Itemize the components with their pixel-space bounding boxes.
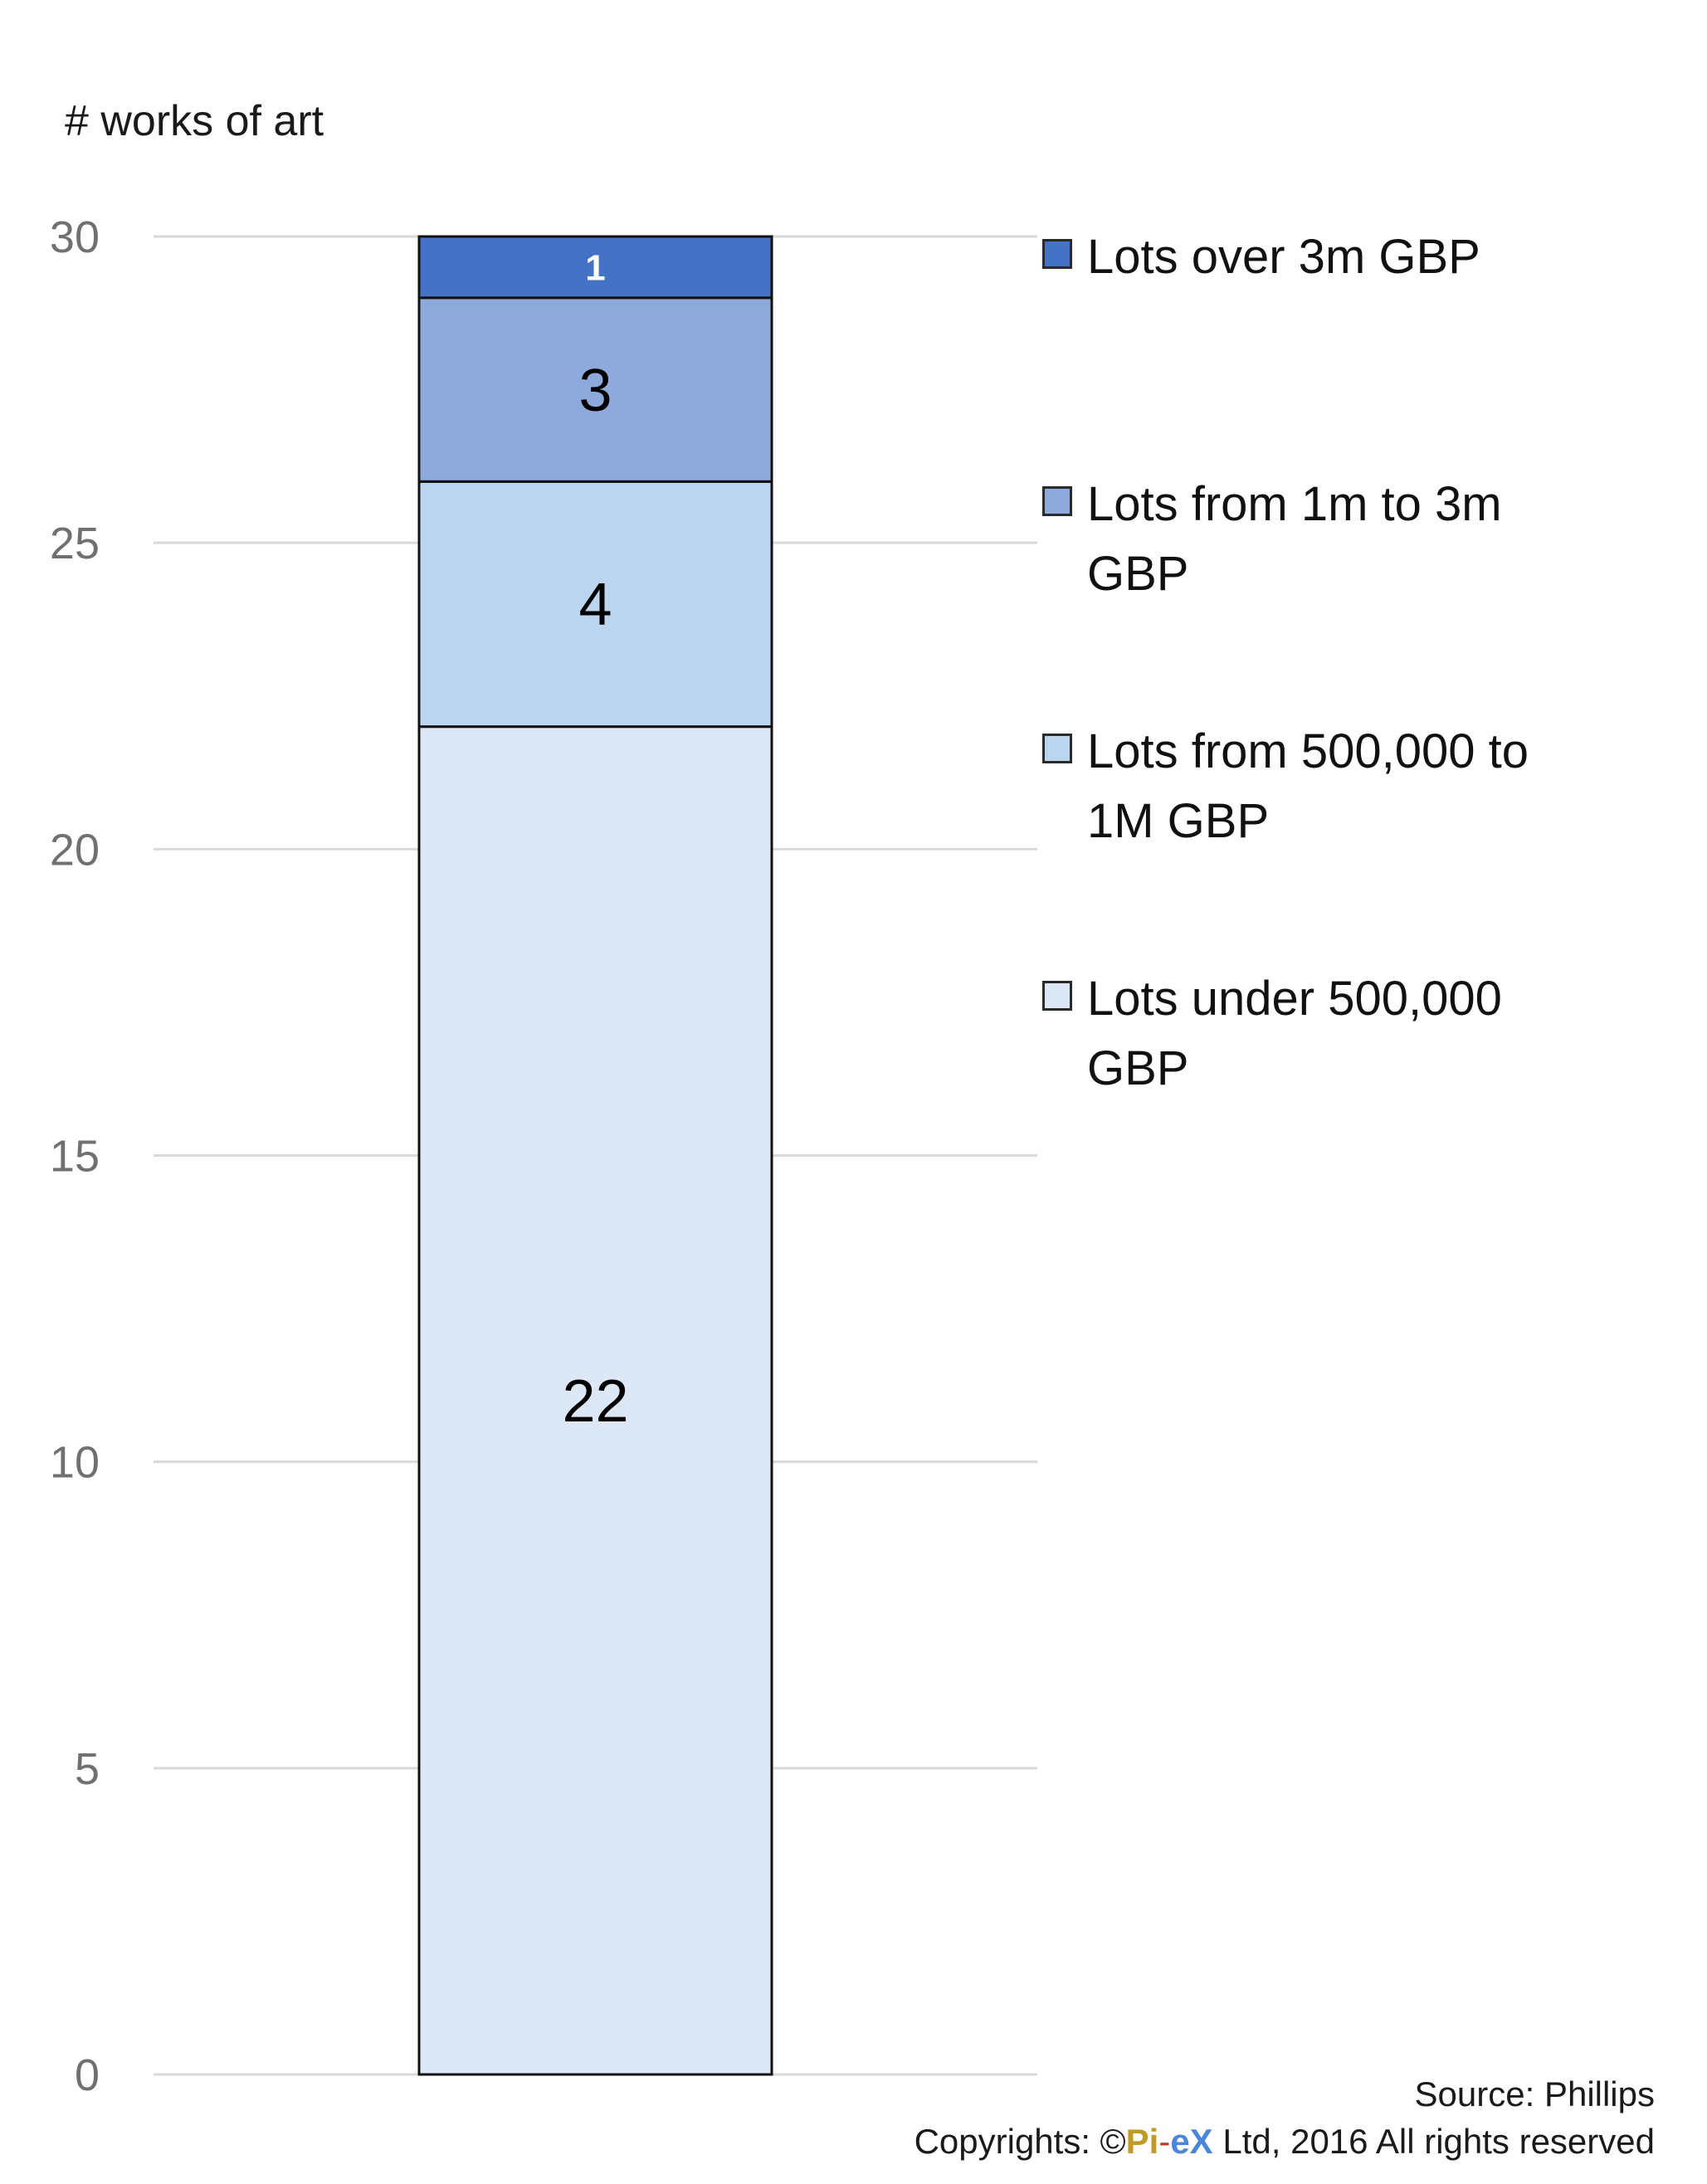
bar-stack bbox=[417, 235, 773, 2076]
data-label-3: 1 bbox=[585, 247, 605, 288]
legend-swatch bbox=[1042, 239, 1072, 269]
legend-item-500k-to-1m: Lots from 500,000 to 1M GBP bbox=[1042, 717, 1602, 856]
y-tick-label: 0 bbox=[75, 2050, 100, 2100]
brand-dash: - bbox=[1158, 2122, 1171, 2161]
bar-segment-2 bbox=[417, 296, 773, 483]
y-tick-label: 25 bbox=[50, 519, 100, 568]
y-axis-title: # works of art bbox=[65, 97, 324, 145]
y-axis-ticks: 0 5 10 15 20 25 30 bbox=[50, 212, 100, 2100]
y-tick-label: 10 bbox=[50, 1438, 100, 1488]
legend-item-1m-to-3m: Lots from 1m to 3m GBP bbox=[1042, 470, 1602, 609]
copyright-prefix: Copyrights: © bbox=[914, 2122, 1126, 2161]
legend-label: Lots from 1m to 3m GBP bbox=[1087, 477, 1502, 601]
legend-label: Lots from 500,000 to 1M GBP bbox=[1087, 724, 1529, 848]
bar-segment-1 bbox=[417, 480, 773, 729]
legend-swatch bbox=[1042, 981, 1072, 1011]
data-label-1: 4 bbox=[578, 572, 612, 638]
y-tick-label: 30 bbox=[50, 212, 100, 262]
y-tick-label: 20 bbox=[50, 825, 100, 875]
y-tick-label: 5 bbox=[75, 1744, 100, 1794]
brand-pi: Pi bbox=[1125, 2122, 1159, 2161]
source-note: Source: Phillips bbox=[1414, 2074, 1655, 2113]
bar-segment-0 bbox=[417, 725, 773, 2076]
bar-segment-3 bbox=[417, 235, 773, 300]
data-label-2: 3 bbox=[578, 358, 612, 424]
legend-item-under-500k: Lots under 500,000 GBP bbox=[1042, 964, 1602, 1104]
brand-ex: eX bbox=[1170, 2122, 1213, 2161]
legend-swatch bbox=[1042, 486, 1072, 516]
y-tick-label: 15 bbox=[50, 1132, 100, 1182]
legend-swatch bbox=[1042, 734, 1072, 763]
legend-label: Lots over 3m GBP bbox=[1087, 230, 1480, 284]
legend-item-over-3m: Lots over 3m GBP bbox=[1042, 222, 1602, 292]
data-labels: 22 4 3 1 bbox=[562, 247, 628, 1435]
data-label-0: 22 bbox=[562, 1368, 628, 1435]
copyright-suffix: Ltd, 2016 All rights reserved bbox=[1212, 2122, 1655, 2161]
copyright-note: Copyrights: ©Pi-eX Ltd, 2016 All rights … bbox=[914, 2122, 1655, 2162]
legend-label: Lots under 500,000 GBP bbox=[1087, 972, 1502, 1095]
